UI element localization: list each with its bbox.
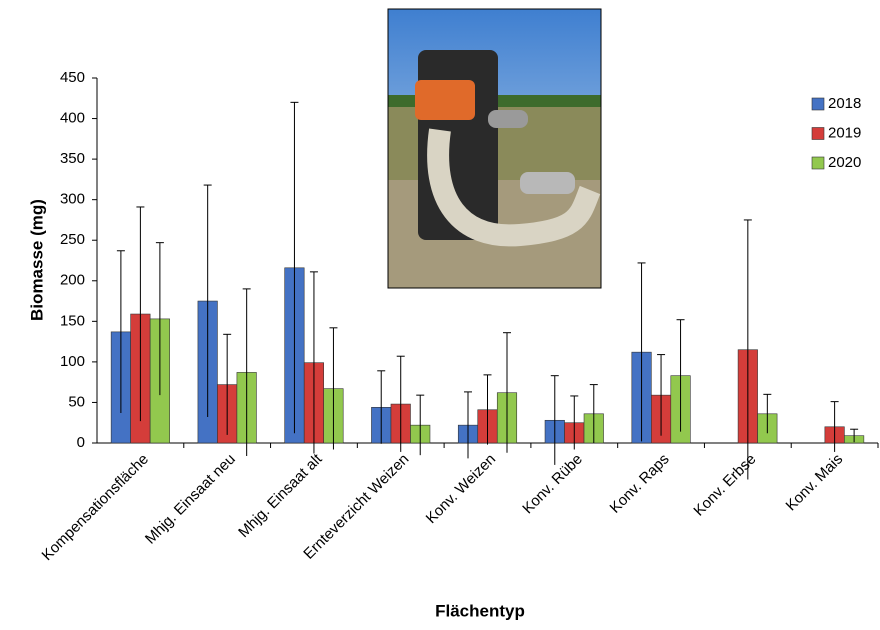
y-tick-label: 300 bbox=[60, 191, 85, 208]
x-tick-label: Mhjg. Einsaat neu bbox=[142, 451, 239, 548]
legend-label: 2019 bbox=[828, 124, 861, 141]
x-tick-label: Konv. Raps bbox=[607, 451, 673, 517]
x-tick-label: Kompensationsfläche bbox=[39, 451, 152, 564]
x-tick-label: Konv. Mais bbox=[783, 451, 847, 515]
y-axis-title: Biomasse (mg) bbox=[27, 199, 46, 321]
y-tick-label: 250 bbox=[60, 231, 85, 248]
y-tick-label: 350 bbox=[60, 150, 85, 167]
x-tick-label: Konv. Weizen bbox=[423, 451, 499, 527]
y-tick-label: 100 bbox=[60, 353, 85, 370]
y-tick-label: 450 bbox=[60, 69, 85, 86]
x-tick-label: Mhjg. Einsaat alt bbox=[235, 450, 326, 541]
y-tick-label: 400 bbox=[60, 110, 85, 127]
photo bbox=[388, 9, 601, 288]
x-tick-label: Konv. Rübe bbox=[519, 451, 586, 518]
legend-label: 2018 bbox=[828, 95, 861, 112]
legend-label: 2020 bbox=[828, 154, 861, 171]
y-tick-label: 150 bbox=[60, 312, 85, 329]
y-tick-label: 0 bbox=[77, 434, 85, 451]
x-tick-label: Konv. Erbse bbox=[690, 451, 759, 520]
y-tick-label: 50 bbox=[68, 393, 85, 410]
chart: Biomasse (mg) Flächentyp 0 50 100 150 200 250… bbox=[0, 0, 880, 630]
y-tick-label: 200 bbox=[60, 272, 85, 289]
legend-swatch bbox=[812, 128, 824, 140]
x-axis-title: Flächentyp bbox=[435, 601, 525, 620]
legend-swatch bbox=[812, 98, 824, 110]
legend-swatch bbox=[812, 157, 824, 169]
